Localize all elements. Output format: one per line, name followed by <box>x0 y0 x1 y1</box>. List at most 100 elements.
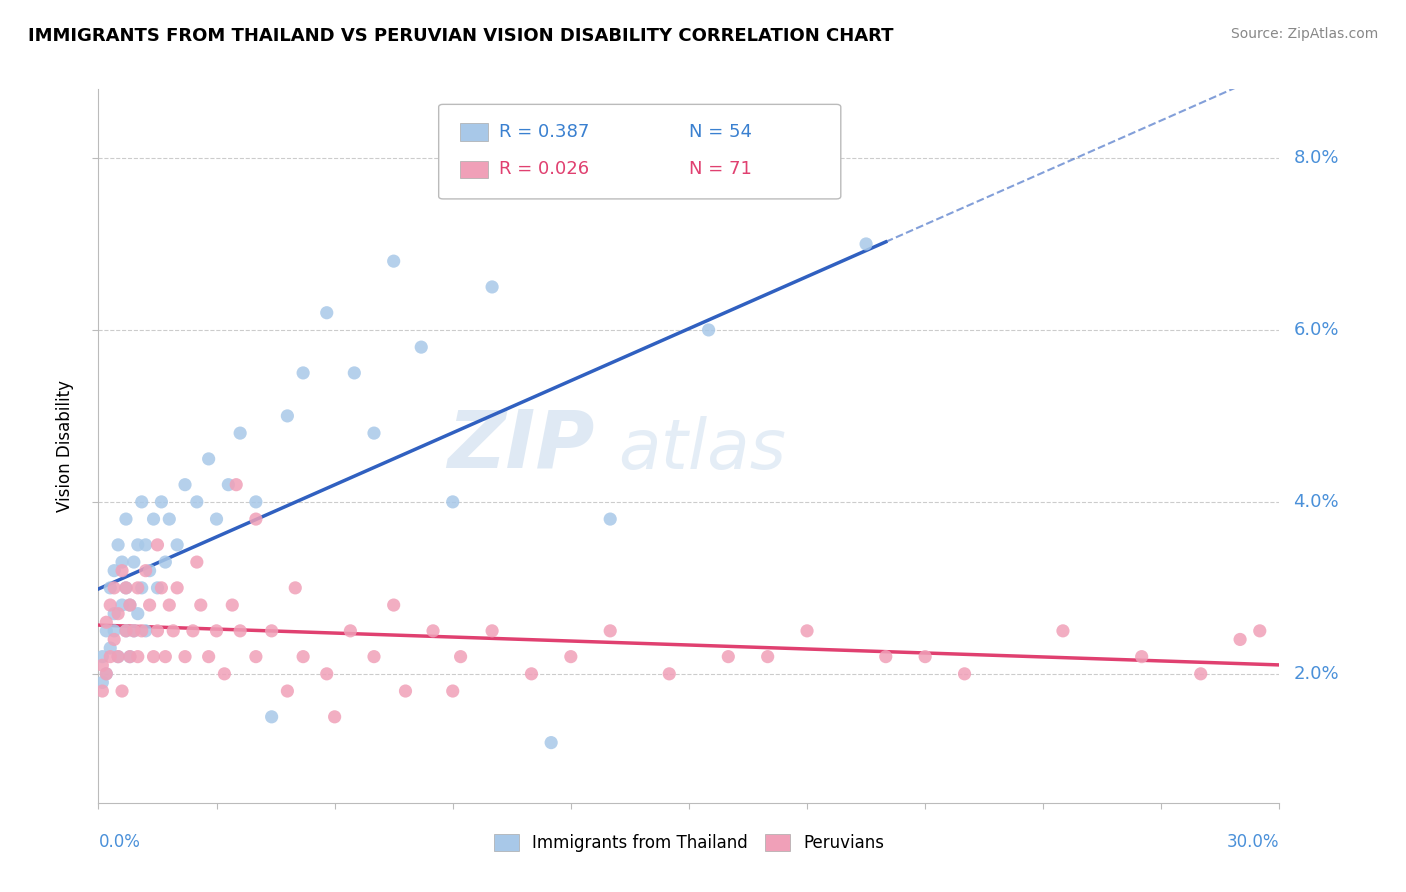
Point <box>481 280 503 294</box>
Point <box>197 451 219 466</box>
Point <box>756 649 779 664</box>
Point <box>127 581 149 595</box>
Point <box>225 477 247 491</box>
Point <box>96 666 118 681</box>
Point <box>91 649 114 664</box>
Point <box>146 581 169 595</box>
Point <box>150 495 173 509</box>
Point <box>131 581 153 595</box>
Point <box>260 624 283 638</box>
Point <box>181 624 204 638</box>
Point <box>205 512 228 526</box>
Point <box>363 649 385 664</box>
Point <box>315 666 337 681</box>
Point <box>560 649 582 664</box>
Point <box>150 581 173 595</box>
Point <box>146 538 169 552</box>
Text: R = 0.387: R = 0.387 <box>499 123 589 141</box>
Point <box>122 555 145 569</box>
Point <box>115 624 138 638</box>
Point <box>118 649 141 664</box>
Point <box>111 555 134 569</box>
Point <box>174 649 197 664</box>
Point <box>115 581 138 595</box>
Point <box>166 581 188 595</box>
Point <box>363 426 385 441</box>
Point <box>98 598 121 612</box>
Text: R = 0.026: R = 0.026 <box>499 161 589 178</box>
Point <box>98 649 121 664</box>
Point <box>953 666 976 681</box>
Point <box>91 675 114 690</box>
Point <box>245 512 267 526</box>
Point <box>343 366 366 380</box>
Point <box>190 598 212 612</box>
Point <box>276 684 298 698</box>
Point <box>214 666 236 681</box>
Text: ZIP: ZIP <box>447 407 595 485</box>
Point <box>166 538 188 552</box>
Point <box>245 495 267 509</box>
Point <box>229 624 252 638</box>
Point <box>111 684 134 698</box>
Point <box>91 658 114 673</box>
Point <box>382 598 405 612</box>
Point <box>103 564 125 578</box>
Point <box>115 624 138 638</box>
Point <box>135 624 157 638</box>
Text: 8.0%: 8.0% <box>1294 149 1339 167</box>
Point <box>115 512 138 526</box>
Point <box>229 426 252 441</box>
Text: IMMIGRANTS FROM THAILAND VS PERUVIAN VISION DISABILITY CORRELATION CHART: IMMIGRANTS FROM THAILAND VS PERUVIAN VIS… <box>28 27 894 45</box>
Text: 4.0%: 4.0% <box>1294 493 1339 511</box>
Point <box>111 564 134 578</box>
Point <box>1130 649 1153 664</box>
Point <box>450 649 472 664</box>
Point <box>481 624 503 638</box>
Point <box>103 632 125 647</box>
Point <box>697 323 720 337</box>
Point <box>1249 624 1271 638</box>
Point <box>717 649 740 664</box>
Point <box>157 598 180 612</box>
Point <box>221 598 243 612</box>
Y-axis label: Vision Disability: Vision Disability <box>56 380 75 512</box>
Text: 2.0%: 2.0% <box>1294 665 1339 683</box>
Point <box>186 495 208 509</box>
Point <box>107 607 129 621</box>
Text: N = 54: N = 54 <box>689 123 752 141</box>
Point <box>138 564 160 578</box>
Text: 0.0%: 0.0% <box>98 833 141 851</box>
Point <box>875 649 897 664</box>
Point <box>186 555 208 569</box>
Point <box>292 649 315 664</box>
Point <box>658 666 681 681</box>
Point <box>103 581 125 595</box>
Point <box>394 684 416 698</box>
Point <box>217 477 239 491</box>
Point <box>107 649 129 664</box>
Text: 6.0%: 6.0% <box>1294 321 1339 339</box>
Point <box>284 581 307 595</box>
Point <box>135 538 157 552</box>
Point <box>107 649 129 664</box>
Point <box>91 684 114 698</box>
Point <box>155 649 177 664</box>
Point <box>162 624 184 638</box>
Point <box>127 649 149 664</box>
Point <box>411 340 433 354</box>
Point <box>131 495 153 509</box>
Point <box>127 607 149 621</box>
Legend: Immigrants from Thailand, Peruvians: Immigrants from Thailand, Peruvians <box>488 827 890 859</box>
Point <box>157 512 180 526</box>
Point <box>174 477 197 491</box>
Point <box>155 555 177 569</box>
Point <box>103 624 125 638</box>
Text: Source: ZipAtlas.com: Source: ZipAtlas.com <box>1230 27 1378 41</box>
Point <box>96 666 118 681</box>
Point <box>111 598 134 612</box>
Point <box>260 710 283 724</box>
Point <box>1229 632 1251 647</box>
Point <box>118 649 141 664</box>
Point <box>599 624 621 638</box>
